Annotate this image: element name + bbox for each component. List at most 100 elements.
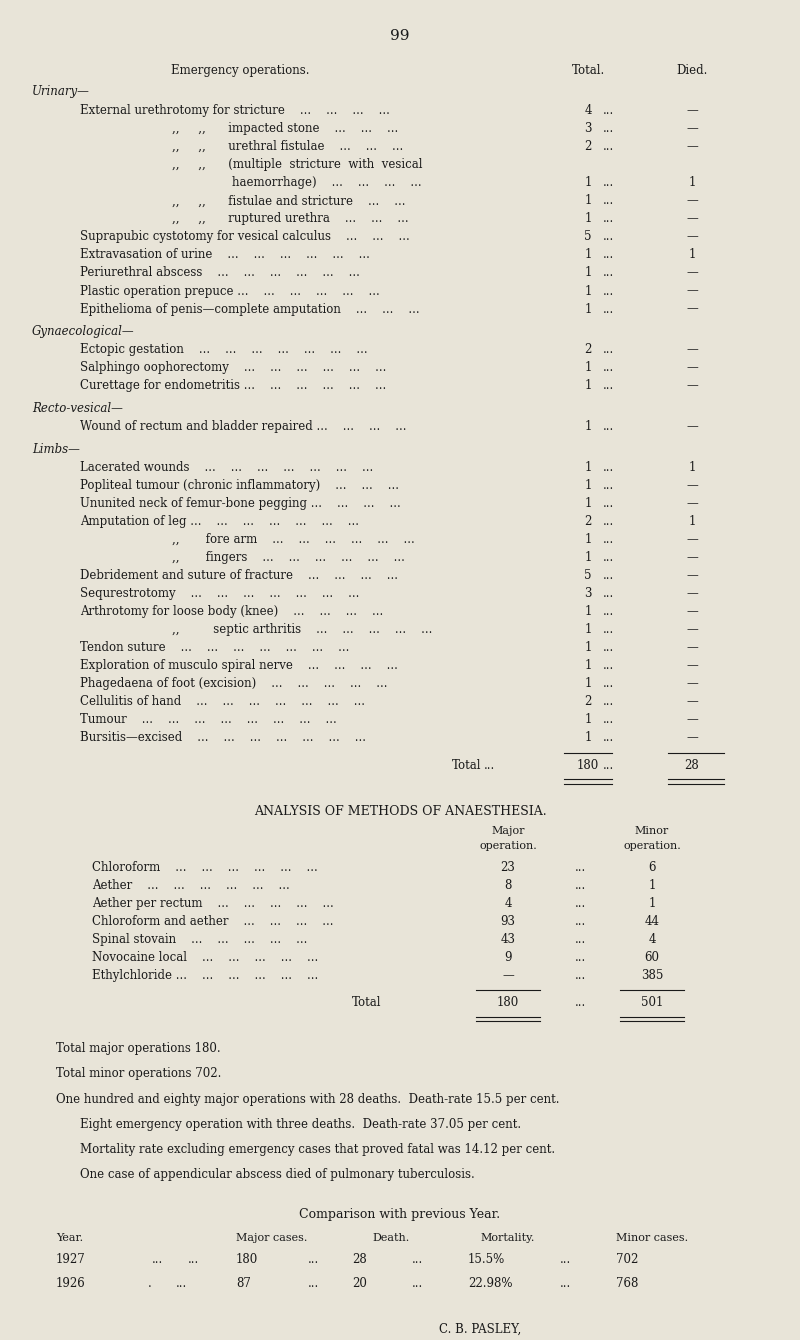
Text: ,,     ,,      fistulae and stricture    ...    ...: ,, ,, fistulae and stricture ... ... [172,194,406,208]
Text: —: — [686,606,698,618]
Text: ,,     ,,      (multiple  stricture  with  vesical: ,, ,, (multiple stricture with vesical [172,158,422,172]
Text: ...: ... [574,879,586,891]
Text: 60: 60 [645,951,659,963]
Text: —: — [686,230,698,244]
Text: Recto-vesical—: Recto-vesical— [32,402,123,415]
Text: Mortality.: Mortality. [480,1233,534,1244]
Text: Tumour    ...    ...    ...    ...    ...    ...    ...    ...: Tumour ... ... ... ... ... ... ... ... [80,713,337,726]
Text: 385: 385 [641,969,663,982]
Text: 4: 4 [648,933,656,946]
Text: Suprapubic cystotomy for vesical calculus    ...    ...    ...: Suprapubic cystotomy for vesical calculu… [80,230,410,244]
Text: Comparison with previous Year.: Comparison with previous Year. [299,1207,501,1221]
Text: 44: 44 [645,915,659,927]
Text: 180: 180 [497,996,519,1009]
Text: —: — [686,105,698,117]
Text: Total major operations 180.: Total major operations 180. [56,1043,221,1055]
Text: ,,       fingers    ...    ...    ...    ...    ...    ...: ,, fingers ... ... ... ... ... ... [172,551,405,564]
Text: operation.: operation. [479,840,537,851]
Text: Periurethral abscess    ...    ...    ...    ...    ...    ...: Periurethral abscess ... ... ... ... ...… [80,267,360,280]
Text: One case of appendicular abscess died of pulmonary tuberculosis.: One case of appendicular abscess died of… [80,1168,474,1182]
Text: ...: ... [602,303,614,315]
Text: 180: 180 [236,1253,258,1266]
Text: 1: 1 [584,478,592,492]
Text: 93: 93 [501,915,515,927]
Text: 8: 8 [504,879,512,891]
Text: Ectopic gestation    ...    ...    ...    ...    ...    ...    ...: Ectopic gestation ... ... ... ... ... ..… [80,343,368,356]
Text: 6: 6 [648,860,656,874]
Text: 1: 1 [584,606,592,618]
Text: operation.: operation. [623,840,681,851]
Text: Ununited neck of femur-bone pegging ...    ...    ...    ...: Ununited neck of femur-bone pegging ... … [80,497,401,511]
Text: ...: ... [574,996,586,1009]
Text: ANALYSIS OF METHODS OF ANAESTHESIA.: ANALYSIS OF METHODS OF ANAESTHESIA. [254,805,546,817]
Text: ...: ... [602,515,614,528]
Text: ...: ... [602,248,614,261]
Text: ,,         septic arthritis    ...    ...    ...    ...    ...: ,, septic arthritis ... ... ... ... ... [172,623,432,636]
Text: 1: 1 [688,248,696,261]
Text: ,,     ,,      urethral fistulae    ...    ...    ...: ,, ,, urethral fistulae ... ... ... [172,141,403,153]
Text: 1: 1 [584,379,592,393]
Text: —: — [686,267,698,280]
Text: ...: ... [602,230,614,244]
Text: Aether per rectum    ...    ...    ...    ...    ...: Aether per rectum ... ... ... ... ... [92,896,334,910]
Text: ...: ... [574,951,586,963]
Text: 2: 2 [584,695,592,709]
Text: ...: ... [602,122,614,135]
Text: 1: 1 [584,177,592,189]
Text: Major: Major [491,825,525,836]
Text: 1: 1 [648,896,656,910]
Text: 15.5%: 15.5% [468,1253,506,1266]
Text: —: — [686,713,698,726]
Text: 1: 1 [648,879,656,891]
Text: ...: ... [602,177,614,189]
Text: 1: 1 [584,732,592,745]
Text: 2: 2 [584,515,592,528]
Text: Died.: Died. [676,64,708,76]
Text: 1: 1 [584,267,592,280]
Text: —: — [686,497,698,511]
Text: —: — [686,478,698,492]
Text: ...: ... [308,1253,319,1266]
Text: ...: ... [560,1277,571,1290]
Text: Plastic operation prepuce ...    ...    ...    ...    ...    ...: Plastic operation prepuce ... ... ... ..… [80,284,380,297]
Text: 87: 87 [236,1277,251,1290]
Text: 5: 5 [584,570,592,582]
Text: Debridement and suture of fracture    ...    ...    ...    ...: Debridement and suture of fracture ... .… [80,570,398,582]
Text: 1: 1 [584,284,592,297]
Text: ...: ... [602,141,614,153]
Text: C. B. PASLEY,: C. B. PASLEY, [439,1323,521,1336]
Text: ...: ... [602,105,614,117]
Text: Salphingo oophorectomy    ...    ...    ...    ...    ...    ...: Salphingo oophorectomy ... ... ... ... .… [80,362,386,374]
Text: Minor: Minor [635,825,669,836]
Text: —: — [686,379,698,393]
Text: 1: 1 [584,303,592,315]
Text: —: — [686,677,698,690]
Text: ...: ... [602,606,614,618]
Text: Arthrotomy for loose body (knee)    ...    ...    ...    ...: Arthrotomy for loose body (knee) ... ...… [80,606,383,618]
Text: ...: ... [602,677,614,690]
Text: —: — [502,969,514,982]
Text: Ethylchloride ...    ...    ...    ...    ...    ...: Ethylchloride ... ... ... ... ... ... [92,969,318,982]
Text: External urethrotomy for stricture    ...    ...    ...    ...: External urethrotomy for stricture ... .… [80,105,390,117]
Text: Total.: Total. [571,64,605,76]
Text: ...: ... [602,421,614,433]
Text: 2: 2 [584,141,592,153]
Text: ...: ... [176,1277,187,1290]
Text: ...: ... [602,461,614,474]
Text: —: — [686,732,698,745]
Text: ...: ... [574,896,586,910]
Text: ...: ... [602,570,614,582]
Text: —: — [686,659,698,673]
Text: 1: 1 [584,194,592,208]
Text: Urinary—: Urinary— [32,84,90,98]
Text: ...: ... [484,758,495,772]
Text: 702: 702 [616,1253,638,1266]
Text: —: — [686,212,698,225]
Text: Death.: Death. [372,1233,410,1244]
Text: Major cases.: Major cases. [236,1233,307,1244]
Text: ...: ... [602,379,614,393]
Text: 501: 501 [641,996,663,1009]
Text: 1: 1 [584,533,592,545]
Text: ...: ... [602,587,614,600]
Text: ...: ... [602,284,614,297]
